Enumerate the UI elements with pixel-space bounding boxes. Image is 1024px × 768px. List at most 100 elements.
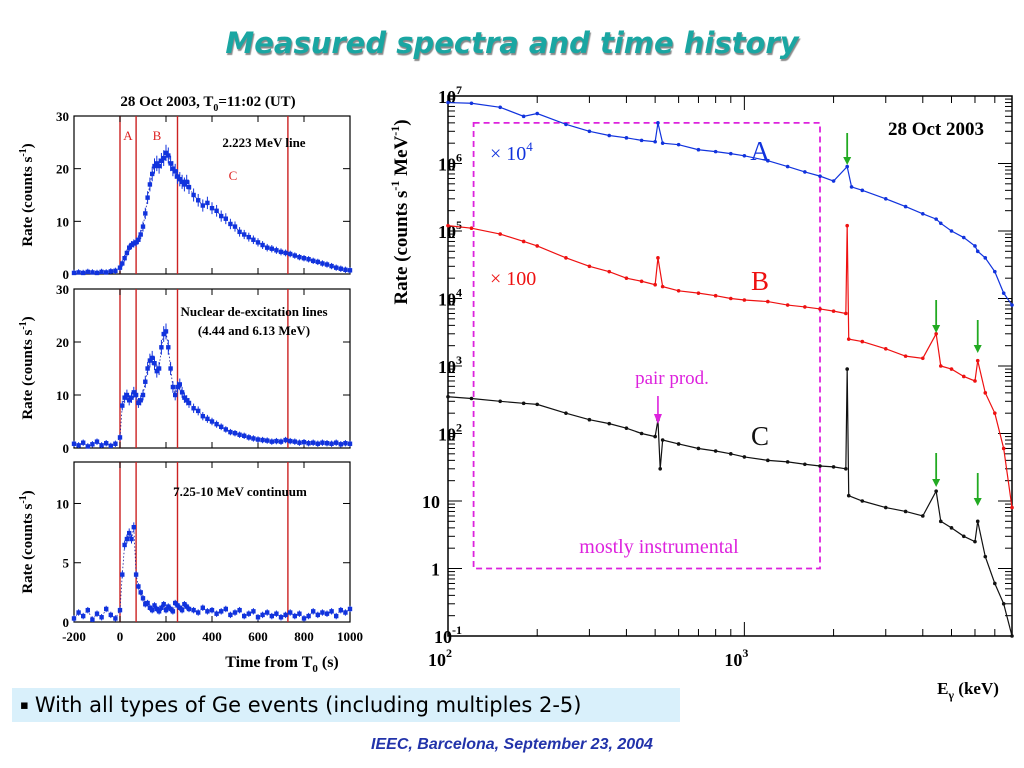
data-point — [182, 602, 187, 607]
data-point — [200, 605, 205, 610]
data-point — [292, 613, 297, 619]
x-tick-label: 400 — [202, 629, 222, 644]
series-point-c — [469, 396, 474, 401]
data-point — [136, 584, 141, 589]
data-point — [175, 603, 180, 608]
data-point — [161, 602, 166, 607]
data-point — [196, 198, 201, 203]
series-point-a — [961, 235, 966, 240]
data-point — [283, 612, 288, 618]
x-tick-label: 102 — [428, 646, 452, 670]
data-point — [99, 615, 104, 620]
data-point — [104, 270, 109, 275]
data-point — [232, 430, 238, 436]
y-tick-label: 103 — [438, 353, 462, 377]
data-point — [159, 605, 164, 610]
series-point-c — [938, 519, 943, 524]
series-point-b — [713, 293, 718, 298]
data-point — [147, 358, 153, 363]
data-point — [71, 270, 77, 276]
series-point-a — [818, 174, 822, 178]
series-point-b — [983, 391, 988, 395]
data-point — [122, 542, 127, 548]
y-tick-label: 10-1 — [434, 623, 462, 647]
series-point-b — [973, 379, 977, 383]
x-tick-label: 600 — [248, 629, 268, 644]
series-point-b — [818, 307, 822, 311]
data-point — [143, 211, 148, 216]
series-b-label: B — [751, 266, 769, 296]
data-point — [94, 270, 100, 276]
data-point — [177, 382, 182, 387]
y-tick-label: 10 — [422, 492, 440, 512]
data-point — [138, 232, 143, 237]
data-point — [292, 253, 297, 258]
data-point — [143, 602, 148, 607]
data-point — [334, 265, 339, 270]
data-point — [219, 213, 224, 219]
series-point-c — [961, 534, 966, 539]
y-tick-label: 30 — [56, 282, 69, 297]
panel-1-title: 2.223 MeV line — [222, 135, 305, 150]
data-point — [170, 384, 176, 390]
series-point-b — [742, 298, 747, 302]
series-point-a — [845, 164, 849, 169]
data-point — [228, 429, 233, 435]
spectrum-plot: 10-1 1 10 102 103 104 105 106 107 102 103 28 Oct 2… — [388, 83, 1014, 702]
data-point — [104, 441, 109, 446]
data-point — [251, 237, 256, 242]
data-point — [251, 609, 256, 614]
series-line-b — [447, 225, 1013, 508]
series-point-c — [639, 431, 644, 436]
series-point-c — [785, 460, 790, 464]
series-point-c — [831, 465, 836, 469]
series-point-b — [535, 244, 540, 248]
series-point-c — [973, 539, 977, 544]
y-tick-label: 1 — [431, 560, 440, 580]
data-point — [311, 258, 316, 264]
y-tick-label: 106 — [438, 151, 462, 175]
y-tick-label: 10 — [56, 496, 69, 511]
data-point — [283, 437, 288, 443]
data-point — [131, 241, 136, 246]
series-point-a — [983, 256, 988, 260]
data-point — [343, 610, 348, 615]
data-point — [182, 395, 187, 400]
panel-2-title: Nuclear de-excitation lines — [180, 304, 327, 319]
series-point-c — [1001, 601, 1006, 606]
series-point-a — [564, 122, 568, 127]
data-point — [173, 392, 178, 398]
data-point — [278, 439, 284, 444]
series-point-b — [469, 226, 474, 231]
data-point — [131, 524, 136, 530]
series-point-a — [607, 133, 612, 138]
data-point — [117, 265, 123, 270]
series-point-b — [803, 305, 807, 309]
data-point — [120, 403, 125, 408]
data-point — [237, 607, 242, 613]
data-point — [122, 256, 127, 261]
data-point — [184, 604, 189, 609]
y-tick-label: 105 — [438, 218, 462, 242]
data-point — [219, 609, 224, 614]
data-point — [200, 203, 205, 208]
series-point-b — [993, 411, 997, 415]
series-point-b — [845, 223, 849, 228]
series-point-a — [860, 188, 865, 193]
line-arrowhead — [973, 345, 982, 353]
data-point — [145, 600, 150, 606]
data-point — [99, 269, 104, 275]
line-arrowhead — [973, 498, 982, 506]
data-point — [347, 268, 353, 273]
series-point-c — [624, 426, 629, 430]
data-point — [127, 245, 132, 250]
series-point-b — [624, 276, 629, 280]
x-tick-label: 1000 — [337, 629, 363, 644]
series-point-a — [803, 170, 807, 174]
data-point — [90, 617, 95, 622]
data-point — [108, 443, 113, 449]
data-point — [129, 395, 134, 400]
data-point — [145, 366, 150, 371]
data-point — [242, 232, 247, 237]
